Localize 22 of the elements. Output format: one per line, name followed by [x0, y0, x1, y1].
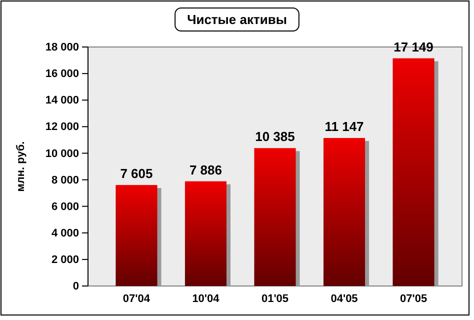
y-tick-label: 10 000 [45, 148, 79, 160]
y-tick-label: 6 000 [51, 200, 79, 213]
y-tick-label: 0 [72, 280, 79, 293]
y-axis-title: млн. руб. [15, 141, 27, 192]
x-tick-label: 10'04 [192, 292, 220, 305]
x-tick-label: 07'05 [400, 292, 428, 305]
y-tick-label: 4 000 [51, 227, 79, 240]
y-tick-label: 12 000 [45, 121, 79, 134]
data-label: 10 385 [255, 129, 295, 144]
y-tick-label: 16 000 [45, 68, 79, 80]
y-tick-label: 18 000 [45, 42, 79, 54]
x-tick-label: 04'05 [330, 292, 358, 305]
data-label: 7 886 [189, 162, 222, 178]
data-label: 7 605 [120, 166, 153, 182]
y-tick-label: 2 000 [51, 254, 79, 266]
y-tick-label: 8 000 [51, 174, 79, 186]
y-tick-label: 14 000 [45, 94, 79, 107]
chart-title: Чистые активы [187, 12, 287, 27]
data-label: 17 149 [394, 39, 434, 54]
x-tick-label: 07'04 [122, 292, 151, 305]
data-label: 11 147 [324, 118, 364, 134]
x-tick-label: 01'05 [261, 292, 289, 305]
